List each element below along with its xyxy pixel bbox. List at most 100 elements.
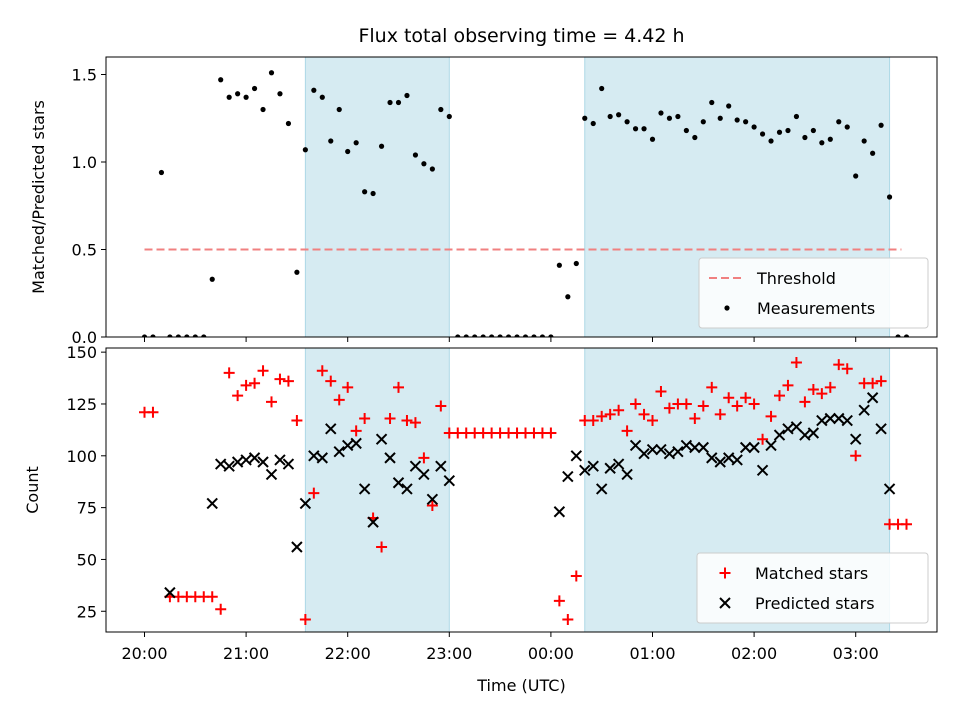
bottom-legend-matched-starsmarker: [719, 567, 731, 579]
predicted-stars-point-44: [663, 448, 676, 460]
matched-stars-point-20: [308, 487, 320, 499]
measurements-point-44: [505, 334, 512, 337]
measurements-point-43: [497, 334, 503, 337]
measurements-point-26: [353, 140, 359, 146]
measurements-point-88: [878, 122, 884, 128]
matched-stars-point-74: [765, 410, 777, 422]
measurements-point-51: [565, 294, 571, 300]
matched-stars-point-33: [418, 452, 430, 464]
bottom-shaded-interval-1: [304, 348, 450, 632]
matched-stars-point-76: [782, 379, 794, 391]
measurements-point-18: [285, 120, 292, 127]
matched-stars-point-34: [426, 500, 438, 512]
matched-stars-point-82: [833, 359, 845, 371]
matched-stars-point-14: [257, 365, 269, 377]
bottom-y-tick-label-2: 50: [77, 550, 97, 569]
measurements-point-85: [853, 173, 859, 179]
predicted-stars-point-56: [765, 439, 777, 452]
measurements-point-74: [759, 131, 766, 137]
bottom-legend-predicted-starslabel: Predicted stars: [755, 594, 875, 613]
matched-stars-point-12: [240, 379, 252, 391]
predicted-stars-point-23: [384, 452, 396, 464]
measurements-point-54: [590, 120, 596, 127]
x-tick-label-5: 00:00: [528, 644, 574, 663]
matched-stars-point-51: [570, 570, 582, 582]
measurements-point-84: [844, 124, 850, 130]
measurements-point-39: [463, 334, 469, 337]
measurements-point-10: [218, 77, 224, 83]
matched-stars-point-26: [359, 412, 371, 424]
measurements-point-14: [251, 85, 258, 92]
matched-stars-point-16: [274, 373, 286, 385]
predicted-stars-point-35: [587, 460, 599, 472]
measurements-point-29: [378, 143, 385, 149]
matched-stars-point-50: [562, 614, 574, 626]
predicted-stars-point-59: [790, 421, 803, 433]
predicted-stars-point-43: [655, 443, 667, 456]
x-tick-label-6: 01:00: [629, 644, 675, 663]
matched-stars-point-58: [630, 398, 642, 410]
measurements-point-31: [395, 99, 402, 106]
predicted-stars-point-63: [824, 412, 837, 425]
matched-stars-point-53: [587, 415, 599, 427]
matched-stars-point-17: [282, 375, 294, 387]
predicted-stars-point-11: [282, 458, 295, 470]
matched-stars-point-64: [680, 398, 692, 410]
measurements-point-37: [446, 113, 452, 120]
measurements-point-75: [768, 138, 774, 144]
predicted-stars-point-17: [333, 445, 345, 458]
matched-stars-point-84: [850, 450, 862, 462]
matched-stars-point-57: [621, 425, 633, 437]
top-y-tick-label-4: 1.5: [72, 66, 97, 85]
matched-starsseries: [139, 357, 912, 626]
measurements-point-86: [861, 138, 867, 144]
predicted-stars-point-16: [325, 423, 337, 435]
predicted-stars-point-29: [435, 460, 447, 472]
bottom-y-tick-label-1: 25: [77, 602, 97, 621]
predicted-stars-point-45: [672, 445, 684, 458]
predicted-stars-point-13: [299, 497, 312, 510]
predicted-stars-point-51: [722, 452, 735, 464]
top-y-tick-label-2: 0.5: [72, 241, 97, 260]
measurements-point-15: [260, 106, 266, 113]
matched-stars-point-32: [409, 417, 421, 429]
matched-stars-point-72: [748, 398, 760, 410]
measurements-point-38: [455, 334, 461, 337]
predicted-stars-point-62: [816, 414, 828, 427]
matched-stars-point-73: [757, 433, 769, 445]
measurements-point-24: [336, 106, 342, 113]
measurements-point-16: [268, 70, 275, 76]
matched-stars-point-29: [384, 412, 396, 424]
matched-stars-point-87: [875, 375, 887, 387]
bottom-y-axis-label: Count: [23, 466, 42, 514]
predicted-stars-point-7: [248, 452, 261, 464]
measurements-point-47: [531, 334, 537, 337]
predicted-stars-point-52: [731, 454, 743, 466]
predicted-stars-point-9: [265, 468, 278, 481]
predicted-stars-point-54: [748, 441, 760, 454]
measurements-point-19: [294, 269, 300, 275]
predicted-stars-point-38: [612, 458, 625, 470]
matched-stars-point-61: [655, 386, 667, 398]
predicted-stars-point-28: [426, 493, 439, 506]
predicted-stars-point-58: [782, 423, 794, 435]
measurements-point-69: [717, 115, 723, 121]
x-tick-label-4: 23:00: [426, 644, 472, 663]
x-tick-label-3: 22:00: [325, 644, 371, 663]
predicted-stars-point-67: [858, 404, 870, 416]
predicted-stars-point-14: [308, 450, 320, 462]
predicted-stars-point-47: [689, 441, 701, 454]
chart-title: Flux total observing time = 4.42 h: [358, 25, 684, 47]
measurements-point-73: [751, 124, 757, 130]
measurements-point-81: [819, 140, 825, 146]
bottom-y-tick-label-4: 100: [66, 447, 97, 466]
predicted-stars-point-3: [214, 458, 227, 470]
measurements-point-35: [429, 166, 435, 172]
measurements-point-36: [438, 106, 444, 113]
predicted-stars-point-10: [274, 454, 286, 466]
measurements-point-49: [548, 334, 554, 337]
predicted-stars-point-61: [807, 427, 820, 439]
measurements-point-77: [785, 127, 791, 134]
measurements-point-68: [709, 99, 715, 106]
